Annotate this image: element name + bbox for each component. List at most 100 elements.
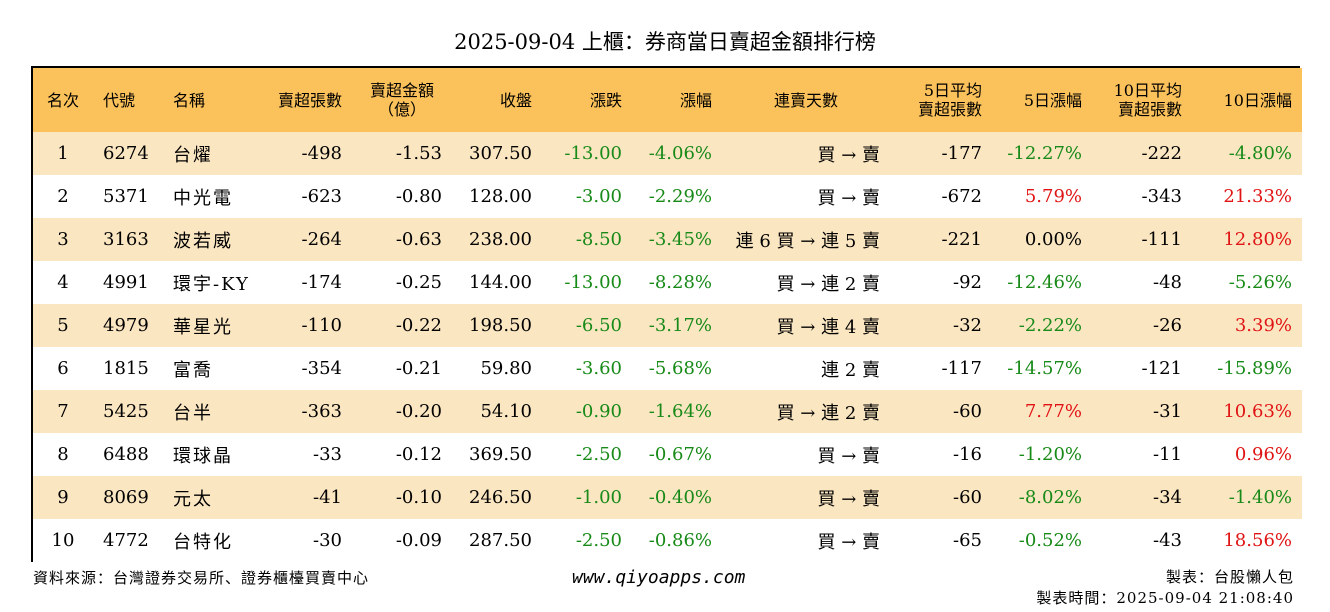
cell-change: -13.00 [564,272,622,293]
cell-change-pct: -4.06% [648,143,712,164]
cell-code: 4991 [103,272,149,293]
cell-avg10: -26 [1153,315,1182,336]
header-avg10: 10日平均 賣超張數 [1092,68,1192,132]
cell-sell-shares: -363 [301,401,342,422]
site-url: www.qiyoapps.com [572,567,746,588]
cell-pct5: -1.20% [1018,444,1082,465]
cell-sell-shares: -110 [301,315,342,336]
cell-pct10: 12.80% [1223,229,1292,250]
cell-avg10: -111 [1141,229,1182,250]
page-title: 2025-09-04 上櫃：券商當日賣超金額排行榜 [454,30,876,54]
cell-change-pct: -2.29% [648,186,712,207]
header-change-pct: 漲幅 [679,90,712,110]
cell-avg5: -32 [953,315,982,336]
cell-pct5: -0.52% [1018,530,1082,551]
cell-change-pct: -3.45% [648,229,712,250]
cell-change: -2.50 [575,530,622,551]
cell-pct10: -4.80% [1228,143,1292,164]
cell-code: 8069 [103,487,149,508]
table-row: 9 8069 元太 -41 -0.10 246.50 -1.00 -0.40% 買 → 賣 -60… [33,476,1302,519]
header-avg5-line2: 賣超張數 [917,100,982,119]
cell-streak: 買 → 賣 [817,445,880,467]
table-body: 1 6274 台燿 -498 -1.53 307.50 -13.00 -4.06% 買 → 賣-… [33,132,1302,562]
cell-sell-amount: -0.09 [395,530,442,551]
cell-avg10: -31 [1153,401,1182,422]
timestamp-note: 製表時間：2025-09-04 21:08:40 [1036,589,1294,607]
cell-sell-amount: -0.22 [395,315,442,336]
cell-name: 台半 [173,402,213,424]
cell-close: 198.50 [469,315,532,336]
cell-pct5: -12.27% [1007,143,1082,164]
cell-streak: 連 6 買 → 連 5 賣 [735,230,880,252]
cell-rank: 6 [57,358,69,379]
cell-name: 波若威 [173,230,233,252]
cell-change: -3.60 [575,358,622,379]
cell-rank: 10 [51,530,75,551]
cell-streak: 買 → 連 4 賣 [776,316,880,338]
cell-rank: 7 [57,401,69,422]
cell-close: 246.50 [469,487,532,508]
cell-sell-shares: -30 [313,530,342,551]
cell-change: -6.50 [575,315,622,336]
footer-credits: 製表：台股懶人包 製表時間：2025-09-04 21:08:40 [1036,567,1294,609]
cell-pct10: 21.33% [1223,186,1292,207]
table-row: 4 4991 環宇-KY -174 -0.25 144.00 -13.00 -8.28% 買 →… [33,261,1302,304]
cell-change-pct: -0.67% [648,444,712,465]
cell-change-pct: -8.28% [648,272,712,293]
cell-close: 369.50 [469,444,532,465]
cell-close: 59.80 [480,358,532,379]
table-row: 7 5425 台半 -363 -0.20 54.10 -0.90 -1.64% 買 → 連 2 … [33,390,1302,433]
cell-pct5: 0.00% [1024,229,1082,250]
cell-sell-amount: -0.10 [395,487,442,508]
cell-change: -3.00 [575,186,622,207]
header-rank: 名次 [46,90,79,110]
cell-close: 238.00 [469,229,532,250]
cell-name: 環球晶 [173,445,233,467]
cell-rank: 8 [57,444,69,465]
cell-change-pct: -0.86% [648,530,712,551]
cell-avg10: -121 [1141,358,1182,379]
cell-name: 華星光 [173,316,233,338]
cell-pct10: 10.63% [1223,401,1292,422]
header-sell-amount-line2: （億） [377,100,426,119]
header-streak: 連賣天數 [773,90,838,110]
cell-name: 元太 [173,488,213,510]
cell-avg5: -16 [953,444,982,465]
cell-pct5: 7.77% [1024,401,1082,422]
cell-name: 環宇-KY [173,273,250,295]
table-row: 2 5371 中光電 -623 -0.80 128.00 -3.00 -2.29% 買 → 賣 -… [33,175,1302,218]
cell-sell-shares: -354 [301,358,342,379]
header-avg5: 5日平均 賣超張數 [890,68,992,132]
cell-sell-amount: -0.21 [395,358,442,379]
cell-code: 6274 [103,143,149,164]
cell-change-pct: -0.40% [648,487,712,508]
author-note: 製表：台股懶人包 [1165,568,1294,586]
table-row: 10 4772 台特化 -30 -0.09 287.50 -2.50 -0.86% 買 → 賣 -… [33,519,1302,562]
cell-sell-shares: -174 [301,272,342,293]
cell-pct10: -15.89% [1217,358,1292,379]
cell-code: 1815 [103,358,149,379]
cell-sell-amount: -0.63 [395,229,442,250]
header-code: 代號 [103,90,136,110]
cell-name: 台特化 [173,531,233,553]
cell-pct10: 3.39% [1234,315,1292,336]
cell-change-pct: -5.68% [648,358,712,379]
cell-code: 4979 [103,315,149,336]
cell-streak: 連 2 賣 [821,359,880,381]
source-note: 資料來源：台灣證券交易所、證券櫃檯買賣中心 [33,569,370,587]
header-sell-amount-line1: 賣超金額 [369,81,434,100]
cell-pct10: 0.96% [1234,444,1292,465]
cell-avg5: -60 [953,401,982,422]
cell-avg10: -222 [1141,143,1182,164]
table-row: 8 6488 環球晶 -33 -0.12 369.50 -2.50 -0.67% 買 → 賣 -1… [33,433,1302,476]
table-header-row: 名次 代號 名稱 賣超張數 賣超金額 （億） 收盤 漲跌 漲幅 連賣天數 5日平… [33,68,1302,132]
cell-code: 6488 [103,444,149,465]
cell-avg5: -672 [941,186,982,207]
cell-code: 4772 [103,530,149,551]
cell-avg10: -43 [1153,530,1182,551]
cell-sell-shares: -623 [301,186,342,207]
cell-pct10: -1.40% [1228,487,1292,508]
cell-pct5: -2.22% [1018,315,1082,336]
cell-avg5: -60 [953,487,982,508]
cell-code: 5371 [103,186,149,207]
